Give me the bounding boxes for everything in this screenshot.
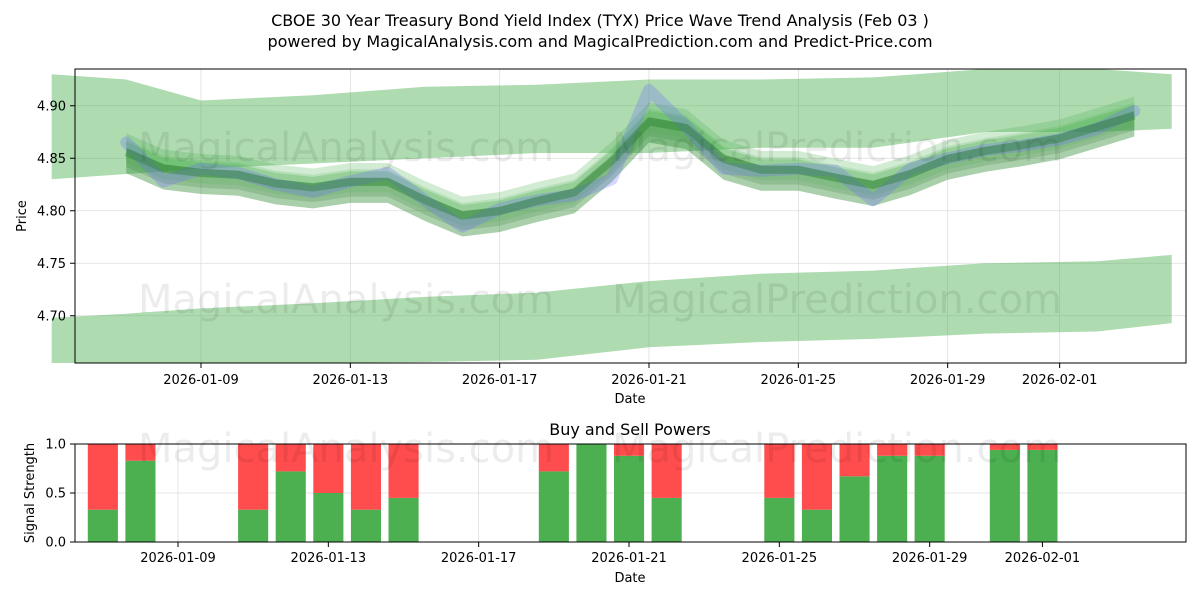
price-y-tick-label: 4.90	[37, 99, 66, 114]
watermark-right: MagicalPrediction.com	[612, 125, 1062, 171]
wave-band-1	[51, 254, 1172, 363]
price-x-tick-label: 2026-01-25	[761, 373, 837, 388]
signal-x-tick-label: 2026-01-29	[892, 551, 968, 566]
buy-bar	[87, 509, 118, 542]
sell-bar	[125, 444, 156, 461]
price-y-tick-label: 4.80	[37, 204, 66, 219]
inner-wave-band-1	[126, 111, 1135, 237]
price-x-tick-label: 2026-01-21	[611, 373, 687, 388]
price-y-ticks: 4.70 4.75 4.80 4.85 4.90	[37, 99, 75, 324]
signal-title: Buy and Sell Powers	[549, 420, 711, 439]
signal-x-axis-label: Date	[614, 571, 645, 586]
price-y-tick-label: 4.75	[37, 257, 66, 272]
chart-subtitle: powered by MagicalAnalysis.com and Magic…	[267, 32, 932, 51]
signal-bars	[87, 444, 1058, 542]
sell-bar	[238, 444, 269, 510]
price-panel: MagicalAnalysis.com MagicalPrediction.co…	[15, 68, 1187, 407]
signal-x-tick-label: 2026-01-13	[291, 551, 367, 566]
signal-y-ticks: 0.0 0.5 1.0	[45, 438, 75, 551]
price-grid	[75, 69, 1186, 363]
buy-bar	[914, 455, 945, 542]
sell-bar	[877, 444, 908, 456]
buy-bar	[877, 455, 908, 542]
watermark-right-3: MagicalPrediction.com	[612, 426, 1062, 472]
inner-wave-band-0	[126, 96, 1135, 237]
watermark-right-2: MagicalPrediction.com	[612, 277, 1062, 323]
watermark-left-2: MagicalAnalysis.com	[138, 277, 554, 323]
smoothed-wave-line	[124, 111, 1136, 220]
signal-x-ticks: 2026-01-09 2026-01-13 2026-01-17 2026-01-21…	[140, 542, 1080, 566]
sell-bar	[538, 444, 569, 472]
buy-bar	[125, 460, 156, 542]
price-x-tick-label: 2026-02-01	[1022, 373, 1098, 388]
price-x-tick-label: 2026-01-29	[910, 373, 986, 388]
watermark-left-3: MagicalAnalysis.com	[138, 426, 554, 472]
inner-wave-band-4	[126, 102, 1135, 226]
price-x-tick-label: 2026-01-17	[462, 373, 538, 388]
buy-bar	[313, 493, 344, 542]
signal-x-tick-label: 2026-01-17	[441, 551, 517, 566]
sell-bar	[801, 444, 832, 510]
watermark-left: MagicalAnalysis.com	[138, 125, 554, 171]
buy-bar	[651, 497, 682, 542]
buy-bar	[388, 497, 419, 542]
signal-y-tick-label: 1.0	[45, 438, 66, 453]
buy-bar	[275, 471, 306, 542]
signal-y-axis-label: Signal Strength	[23, 443, 38, 543]
price-y-axis-label: Price	[15, 200, 30, 232]
sell-bar	[839, 444, 870, 477]
buy-bar	[238, 509, 269, 542]
price-x-tick-label: 2026-01-09	[163, 373, 239, 388]
signal-x-tick-label: 2026-01-25	[742, 551, 818, 566]
sell-bar	[275, 444, 306, 472]
sell-bar	[388, 444, 419, 498]
signal-y-tick-label: 0.5	[45, 487, 66, 502]
buy-bar	[764, 497, 795, 542]
price-y-tick-label: 4.70	[37, 309, 66, 324]
buy-bar	[989, 449, 1020, 542]
sell-bar	[614, 444, 645, 456]
price-x-axis-label: Date	[614, 392, 645, 407]
wave-band-0	[51, 69, 1172, 180]
chart-title: CBOE 30 Year Treasury Bond Yield Index (…	[271, 11, 929, 30]
buy-bar	[1027, 449, 1058, 542]
price-line	[120, 84, 1141, 233]
signal-x-tick-label: 2026-01-09	[140, 551, 216, 566]
buy-bar	[350, 509, 381, 542]
sell-bar	[313, 444, 344, 493]
signal-panel: Buy and Sell Powers MagicalAnalysis.com …	[23, 420, 1187, 586]
sell-bar	[914, 444, 945, 456]
sell-bar	[764, 444, 795, 498]
price-x-tick-label: 2026-01-13	[313, 373, 389, 388]
buy-bar	[576, 444, 607, 542]
buy-bar	[538, 471, 569, 542]
price-y-tick-label: 4.85	[37, 152, 66, 167]
wave-lines	[120, 84, 1141, 233]
signal-x-tick-label: 2026-01-21	[591, 551, 667, 566]
price-plot-frame	[74, 68, 1187, 364]
inner-wave-band-3	[126, 111, 1135, 231]
buy-bar	[614, 455, 645, 542]
buy-bar	[839, 476, 870, 542]
price-x-ticks: 2026-01-09 2026-01-13 2026-01-17 2026-01-21…	[163, 363, 1097, 388]
sell-bar	[87, 444, 118, 510]
signal-x-tick-label: 2026-02-01	[1005, 551, 1081, 566]
signal-y-tick-label: 0.0	[45, 536, 66, 551]
inner-wave-band-2	[126, 105, 1135, 220]
buy-bar	[801, 509, 832, 542]
wave-bands	[51, 69, 1172, 363]
sell-bar	[350, 444, 381, 510]
sell-bar	[989, 444, 1020, 450]
sell-bar	[651, 444, 682, 498]
sell-bar	[1027, 444, 1058, 450]
